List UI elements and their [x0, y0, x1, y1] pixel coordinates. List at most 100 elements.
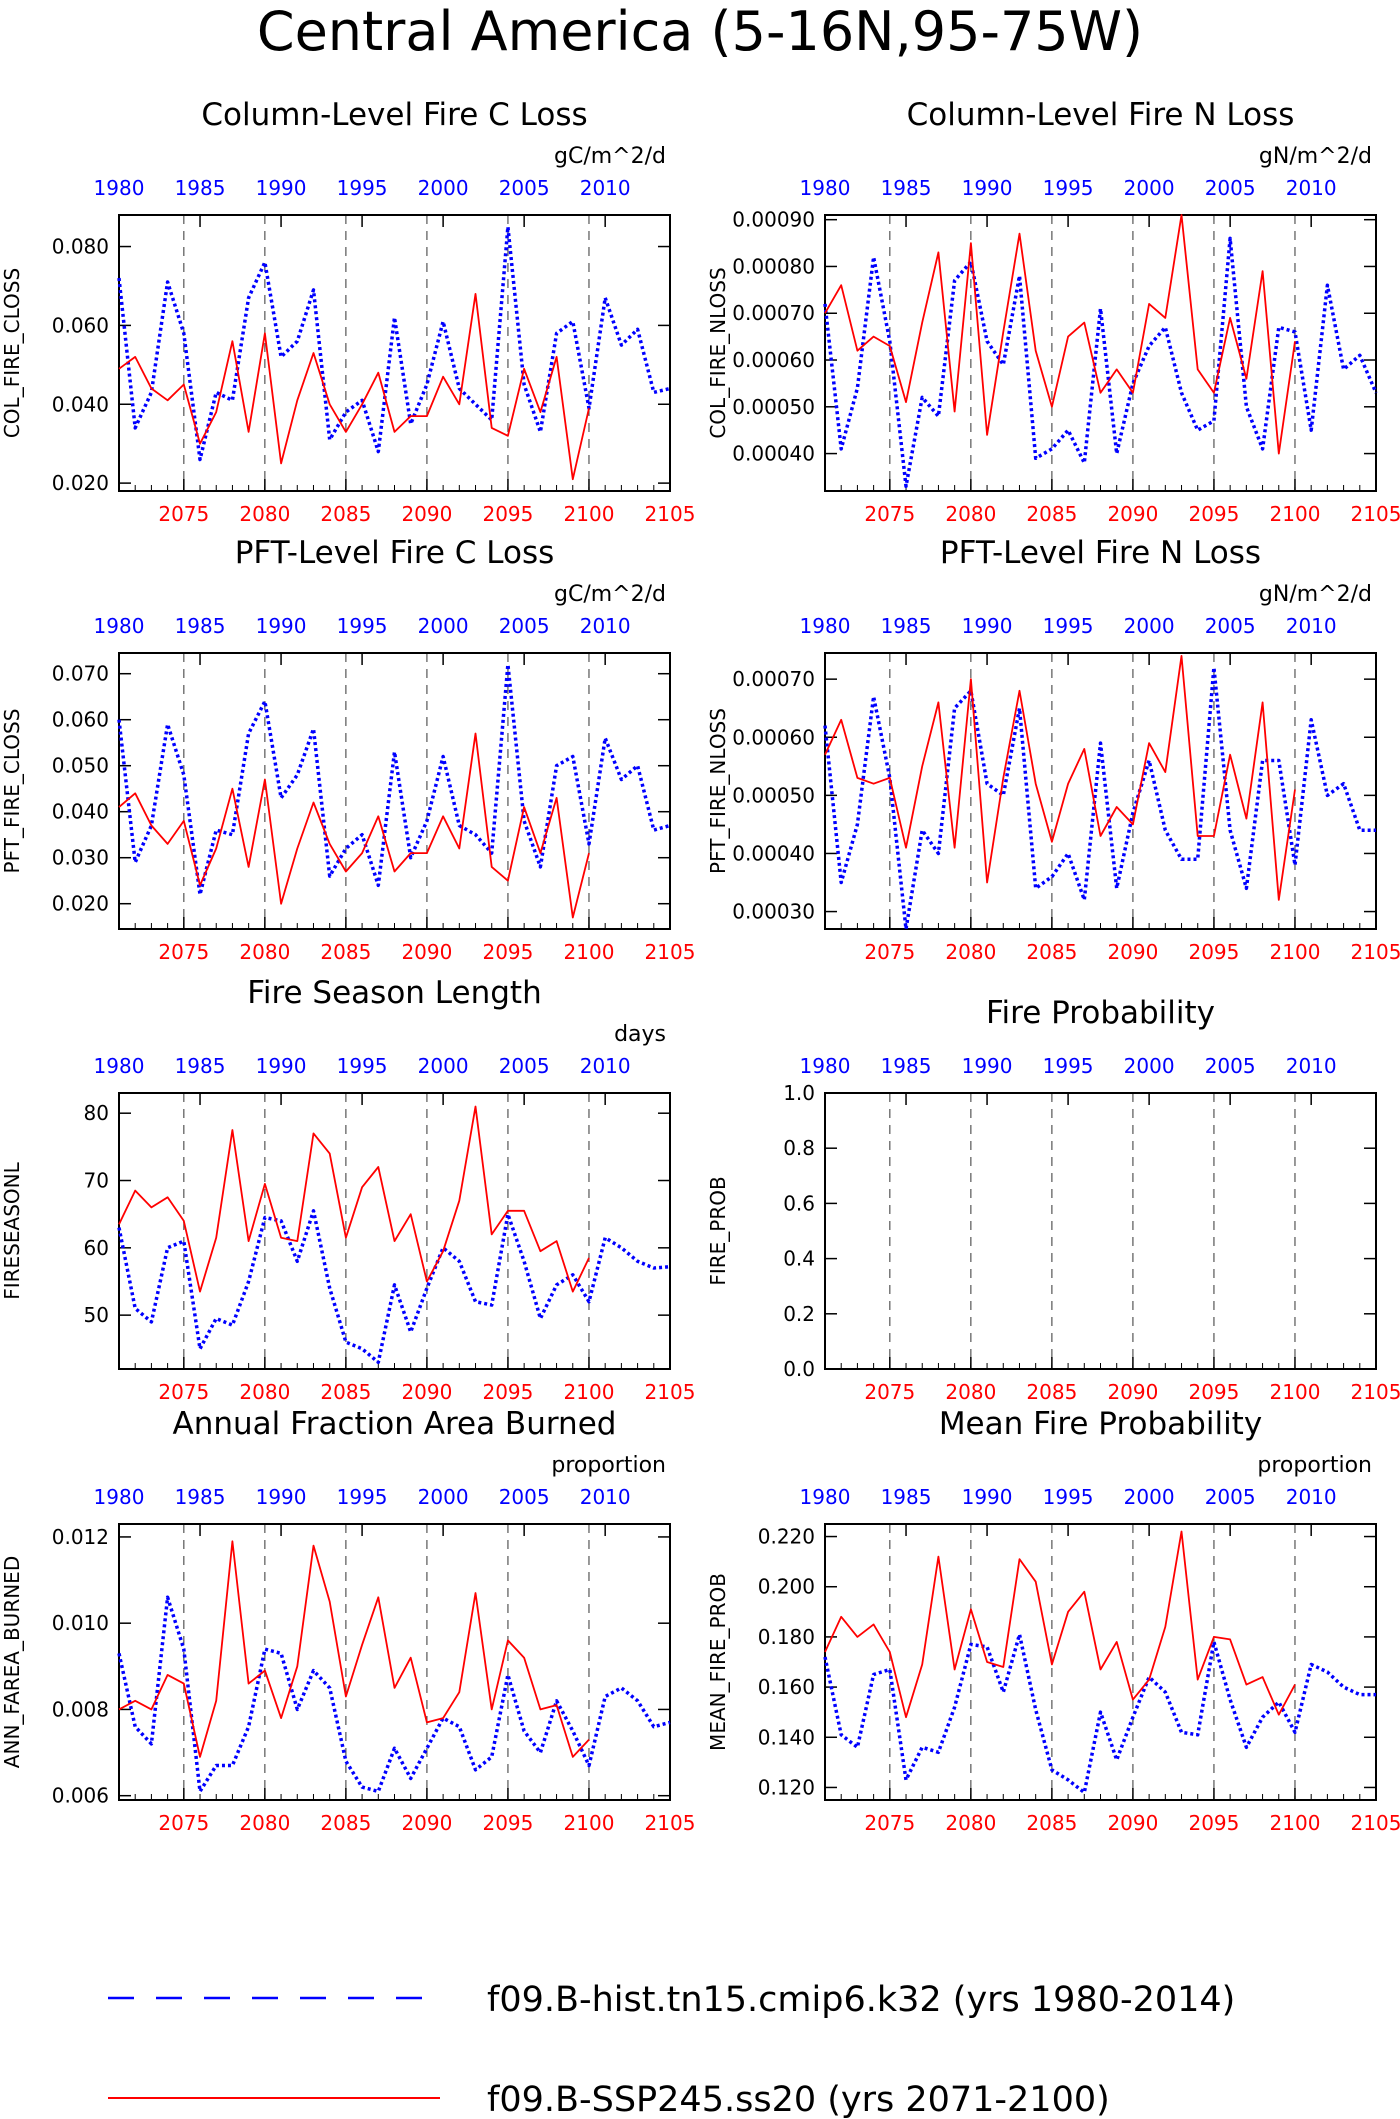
series-line-ssp [118, 1105, 590, 1293]
series-line-hist [117, 225, 671, 462]
y-tick-label: 0.00070 [732, 667, 815, 691]
bottom-tick-label: 2075 [158, 940, 209, 964]
plot-frame [824, 652, 1377, 930]
bottom-tick-label: 2075 [864, 1380, 915, 1404]
y-tick-label: 60 [84, 1236, 109, 1260]
bottom-tick-label: 2105 [645, 1811, 696, 1835]
chart-panel-2: Column-Level Fire N Loss gN/m^2/d COL_FIRE… [706, 97, 1400, 526]
series-line-ssp [118, 292, 590, 481]
y-axis-label: COL_FIRE_CLOSS [0, 268, 24, 438]
y-tick-label: 0.00070 [732, 301, 815, 325]
plot-frame [118, 1523, 671, 1801]
bottom-tick-label: 2075 [864, 502, 915, 526]
bottom-tick-label: 2080 [239, 1811, 290, 1835]
bottom-tick-label: 2105 [1351, 1380, 1400, 1404]
chart-panels: Column-Level Fire C Loss gC/m^2/d COL_FIRE… [0, 97, 1400, 1835]
series-line-ssp [824, 655, 1296, 901]
top-tick-label: 1985 [175, 1054, 226, 1078]
top-tick-label: 1995 [1043, 1485, 1094, 1509]
top-tick-label: 2005 [499, 614, 550, 638]
bottom-tick-label: 2075 [864, 940, 915, 964]
top-tick-label: 1980 [800, 1485, 851, 1509]
y-tick-label: 0.4 [783, 1247, 815, 1271]
top-tick-label: 1995 [1043, 176, 1094, 200]
plot-frame [824, 1523, 1377, 1801]
series-line-hist [823, 665, 1376, 931]
top-tick-label: 2000 [418, 1054, 469, 1078]
bottom-tick-label: 2105 [645, 1380, 696, 1404]
units-label: proportion [551, 1453, 666, 1478]
chart-title: Mean Fire Probability [939, 1406, 1262, 1442]
bottom-tick-label: 2100 [1270, 1380, 1321, 1404]
top-tick-label: 2000 [418, 176, 469, 200]
y-tick-label: 0.180 [758, 1625, 815, 1649]
bottom-tick-label: 2085 [320, 940, 371, 964]
top-tick-label: 2000 [1124, 176, 1175, 200]
y-tick-label: 0.030 [52, 846, 109, 870]
bottom-tick-label: 2080 [945, 1380, 996, 1404]
bottom-tick-label: 2075 [864, 1811, 915, 1835]
top-tick-label: 1985 [881, 176, 932, 200]
bottom-tick-label: 2090 [401, 1811, 452, 1835]
y-axis-label: MEAN_FIRE_PROB [706, 1573, 730, 1751]
top-tick-label: 1995 [1043, 1054, 1094, 1078]
top-tick-label: 2005 [499, 176, 550, 200]
bottom-tick-label: 2080 [239, 502, 290, 526]
y-tick-label: 0.060 [52, 313, 109, 337]
top-tick-label: 2010 [1286, 614, 1337, 638]
plot-frame [824, 1092, 1377, 1370]
series-line-ssp [118, 1540, 590, 1758]
y-tick-label: 0.00050 [732, 395, 815, 419]
bottom-tick-label: 2085 [1026, 1380, 1077, 1404]
chart-panel-7: Annual Fraction Area Burned proportion ANN… [0, 1406, 695, 1835]
bottom-tick-label: 2080 [945, 502, 996, 526]
top-tick-label: 2005 [1205, 176, 1256, 200]
y-tick-label: 0.00060 [732, 348, 815, 372]
top-tick-label: 1980 [94, 614, 145, 638]
page-title: Central America (5-16N,95-75W) [257, 0, 1143, 63]
y-tick-label: 70 [84, 1169, 109, 1193]
top-tick-label: 1990 [256, 614, 307, 638]
chart-title: Column-Level Fire N Loss [907, 97, 1295, 133]
units-label: gN/m^2/d [1259, 582, 1372, 607]
chart-panel-3: PFT-Level Fire C Loss gC/m^2/d PFT_FIRE_CL… [0, 535, 695, 964]
top-tick-label: 1990 [962, 1054, 1013, 1078]
y-tick-label: 0.200 [758, 1575, 815, 1599]
y-tick-label: 0.2 [783, 1302, 815, 1326]
bottom-tick-label: 2080 [239, 1380, 290, 1404]
top-tick-label: 2005 [499, 1054, 550, 1078]
top-tick-label: 1990 [962, 1485, 1013, 1509]
top-tick-label: 2010 [580, 176, 631, 200]
top-tick-label: 2000 [1124, 614, 1175, 638]
top-tick-label: 1990 [256, 1485, 307, 1509]
y-tick-label: 0.070 [52, 662, 109, 686]
top-tick-label: 1995 [337, 1485, 388, 1509]
bottom-tick-label: 2100 [564, 502, 615, 526]
y-tick-label: 0.050 [52, 754, 109, 778]
chart-title: PFT-Level Fire C Loss [235, 535, 555, 571]
series-line-hist [117, 1595, 671, 1794]
top-tick-label: 2010 [1286, 1485, 1337, 1509]
y-tick-label: 0.00040 [732, 841, 815, 865]
y-tick-label: 0.012 [52, 1525, 109, 1549]
plot-frame [118, 652, 671, 930]
units-label: days [614, 1022, 666, 1047]
top-tick-label: 2005 [499, 1485, 550, 1509]
y-tick-label: 0.020 [52, 471, 109, 495]
y-axis-label: FIRESEASONL [0, 1161, 24, 1299]
top-tick-label: 2000 [1124, 1054, 1175, 1078]
y-tick-label: 0.00080 [732, 254, 815, 278]
bottom-tick-label: 2095 [1188, 940, 1239, 964]
chart-title: PFT-Level Fire N Loss [940, 535, 1261, 571]
bottom-tick-label: 2085 [320, 1811, 371, 1835]
series-line-hist [823, 236, 1378, 489]
bottom-tick-label: 2095 [1188, 1811, 1239, 1835]
bottom-tick-label: 2105 [1351, 1811, 1400, 1835]
chart-title: Annual Fraction Area Burned [173, 1406, 617, 1442]
bottom-tick-label: 2075 [158, 502, 209, 526]
y-tick-label: 0.00090 [732, 208, 815, 232]
chart-panel-8: Mean Fire Probability proportion MEAN_FIRE… [706, 1406, 1400, 1835]
top-tick-label: 1990 [256, 176, 307, 200]
y-tick-label: 0.160 [758, 1675, 815, 1699]
y-axis-label: PFT_FIRE_NLOSS [706, 708, 730, 874]
